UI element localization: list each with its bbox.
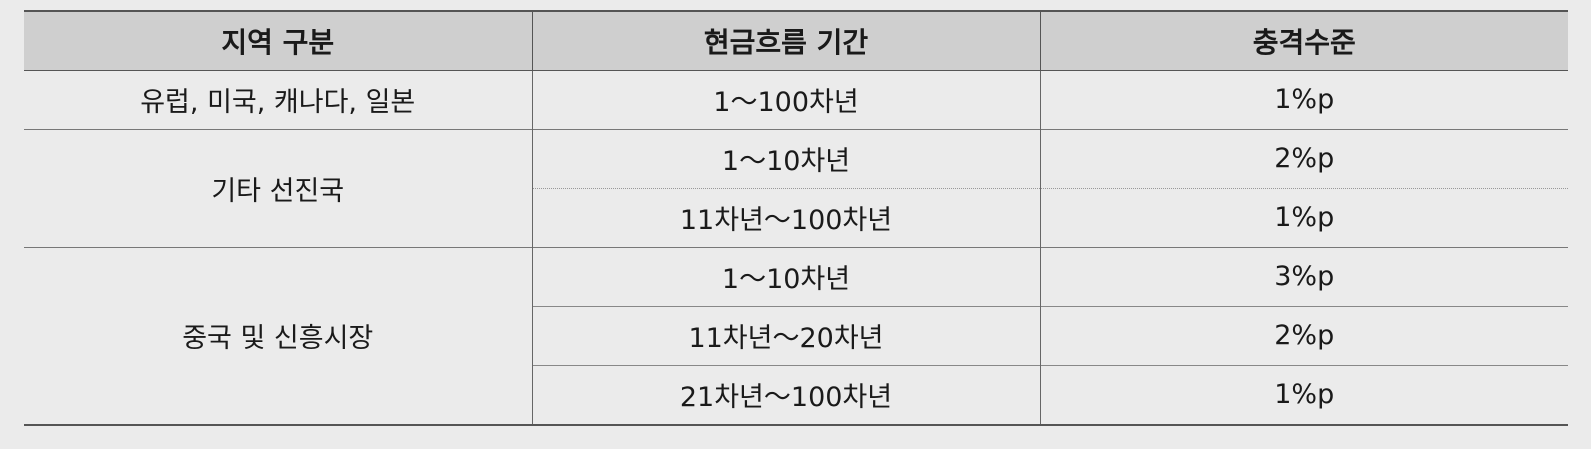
- table-row: 21차년～100차년 1%p: [24, 364, 1568, 426]
- period-cell: 11차년～20차년: [532, 305, 1041, 365]
- table-body: 유럽, 미국, 캐나다, 일본 1～100차년 1%p 기타 선진국 1～10차…: [24, 69, 1568, 426]
- shock-level-table: 지역 구분 현금흐름 기간 충격수준 유럽, 미국, 캐나다, 일본 1～100…: [24, 10, 1568, 426]
- header-shock: 충격수준: [1040, 10, 1568, 71]
- table-row: 기타 선진국 1～10차년 2%p: [24, 128, 1568, 247]
- shock-cell: 1%p: [1040, 364, 1568, 426]
- shock-cell: 2%p: [1040, 128, 1568, 188]
- period-cell: 1～100차년: [532, 69, 1041, 129]
- period-cell: 11차년～100차년: [532, 187, 1041, 247]
- table-row: 중국 및 신흥시장 1～10차년 3%p: [24, 246, 1568, 426]
- period-cell: 21차년～100차년: [532, 364, 1041, 426]
- table-row: 11차년～20차년 2%p: [24, 305, 1568, 365]
- region-cell: 유럽, 미국, 캐나다, 일본: [24, 69, 533, 129]
- shock-level-table-container: 지역 구분 현금흐름 기간 충격수준 유럽, 미국, 캐나다, 일본 1～100…: [24, 10, 1568, 426]
- table-row: 유럽, 미국, 캐나다, 일본 1～100차년 1%p: [24, 69, 1568, 129]
- shock-cell: 1%p: [1040, 69, 1568, 129]
- period-cell: 1～10차년: [532, 128, 1041, 188]
- region-cell: 중국 및 신흥시장: [24, 246, 533, 426]
- table-header: 지역 구분 현금흐름 기간 충격수준: [24, 10, 1568, 71]
- header-region: 지역 구분: [24, 10, 533, 71]
- header-period: 현금흐름 기간: [532, 10, 1041, 71]
- shock-cell: 2%p: [1040, 305, 1568, 365]
- table-row: 11차년～100차년 1%p: [24, 187, 1568, 247]
- header-row: 지역 구분 현금흐름 기간 충격수준: [24, 10, 1568, 71]
- shock-cell: 1%p: [1040, 187, 1568, 247]
- period-cell: 1～10차년: [532, 246, 1041, 306]
- shock-cell: 3%p: [1040, 246, 1568, 306]
- region-cell: 기타 선진국: [24, 128, 533, 247]
